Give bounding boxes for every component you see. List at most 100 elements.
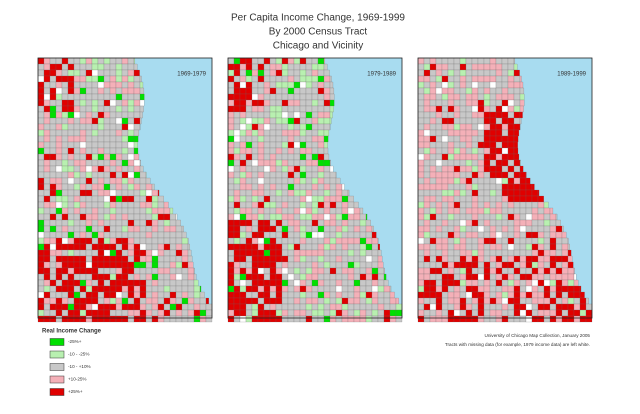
tract — [115, 315, 123, 323]
tract — [55, 297, 63, 305]
tract — [329, 231, 337, 239]
tract — [519, 231, 527, 239]
tract — [227, 261, 235, 269]
tract — [465, 201, 473, 209]
tract — [127, 285, 135, 293]
tract — [441, 237, 449, 245]
tract — [193, 291, 201, 299]
tract — [513, 153, 520, 161]
tract — [233, 273, 241, 281]
tract — [109, 141, 117, 149]
tract — [127, 267, 135, 275]
tract — [133, 177, 141, 185]
tract — [151, 243, 159, 251]
tract — [567, 303, 575, 311]
tract — [537, 285, 545, 293]
tract — [61, 171, 69, 179]
tract — [423, 207, 431, 215]
tract — [323, 231, 331, 239]
tract — [263, 159, 271, 167]
tract — [323, 147, 329, 155]
tract — [43, 237, 51, 245]
legend-swatch — [49, 338, 65, 346]
tract — [115, 291, 123, 299]
tract — [555, 309, 563, 317]
tract — [495, 75, 503, 83]
tract — [49, 261, 57, 269]
tract — [335, 279, 343, 287]
tract — [275, 219, 283, 227]
tract — [145, 243, 153, 251]
tract — [73, 183, 81, 191]
tract — [61, 57, 69, 65]
tract — [423, 165, 431, 173]
tract — [359, 249, 367, 257]
tract — [429, 93, 437, 101]
tract — [91, 141, 99, 149]
tract — [43, 189, 51, 197]
tract — [121, 147, 129, 155]
tract — [489, 129, 497, 137]
tract — [299, 237, 307, 245]
tract — [395, 309, 403, 317]
tract — [477, 219, 485, 227]
tract — [79, 63, 87, 71]
tract — [435, 237, 443, 245]
tract — [441, 279, 449, 287]
tract — [483, 165, 491, 173]
tract — [429, 135, 437, 143]
tract — [471, 123, 479, 131]
tract — [55, 87, 63, 95]
tract — [341, 207, 349, 215]
tract — [513, 225, 521, 233]
tract — [103, 237, 111, 245]
tract — [251, 195, 259, 203]
tract — [269, 111, 277, 119]
tract — [525, 267, 533, 275]
tract — [359, 213, 367, 221]
tract — [79, 69, 87, 77]
tract — [43, 171, 51, 179]
tract — [573, 291, 581, 299]
tract — [227, 171, 235, 179]
tract — [55, 279, 63, 287]
tract — [489, 279, 497, 287]
tract — [447, 255, 455, 263]
tract — [91, 225, 99, 233]
tract — [471, 135, 479, 143]
tract — [121, 255, 129, 263]
tract — [477, 207, 485, 215]
tract — [169, 309, 177, 317]
tract — [477, 225, 485, 233]
tract — [429, 231, 437, 239]
tract — [441, 105, 449, 113]
tract — [133, 255, 141, 263]
tract — [311, 183, 319, 191]
tract — [239, 177, 247, 185]
tract — [513, 309, 521, 317]
tract — [429, 57, 437, 65]
tract — [459, 87, 467, 95]
tract — [61, 267, 69, 275]
tract — [251, 81, 259, 89]
tract — [543, 285, 551, 293]
tract — [103, 93, 111, 101]
tract — [483, 93, 491, 101]
tract — [353, 207, 361, 215]
tract — [317, 249, 325, 257]
tract — [423, 231, 431, 239]
tract — [151, 255, 159, 263]
tract — [133, 273, 141, 281]
tract — [537, 309, 545, 317]
tract — [453, 177, 461, 185]
tract — [465, 123, 473, 131]
tract — [305, 171, 313, 179]
tract — [109, 123, 117, 131]
tract — [73, 291, 81, 299]
tract — [311, 273, 319, 281]
tract — [275, 69, 283, 77]
tract — [227, 195, 235, 203]
tract — [435, 99, 443, 107]
tract — [477, 165, 485, 173]
tract — [507, 219, 515, 227]
